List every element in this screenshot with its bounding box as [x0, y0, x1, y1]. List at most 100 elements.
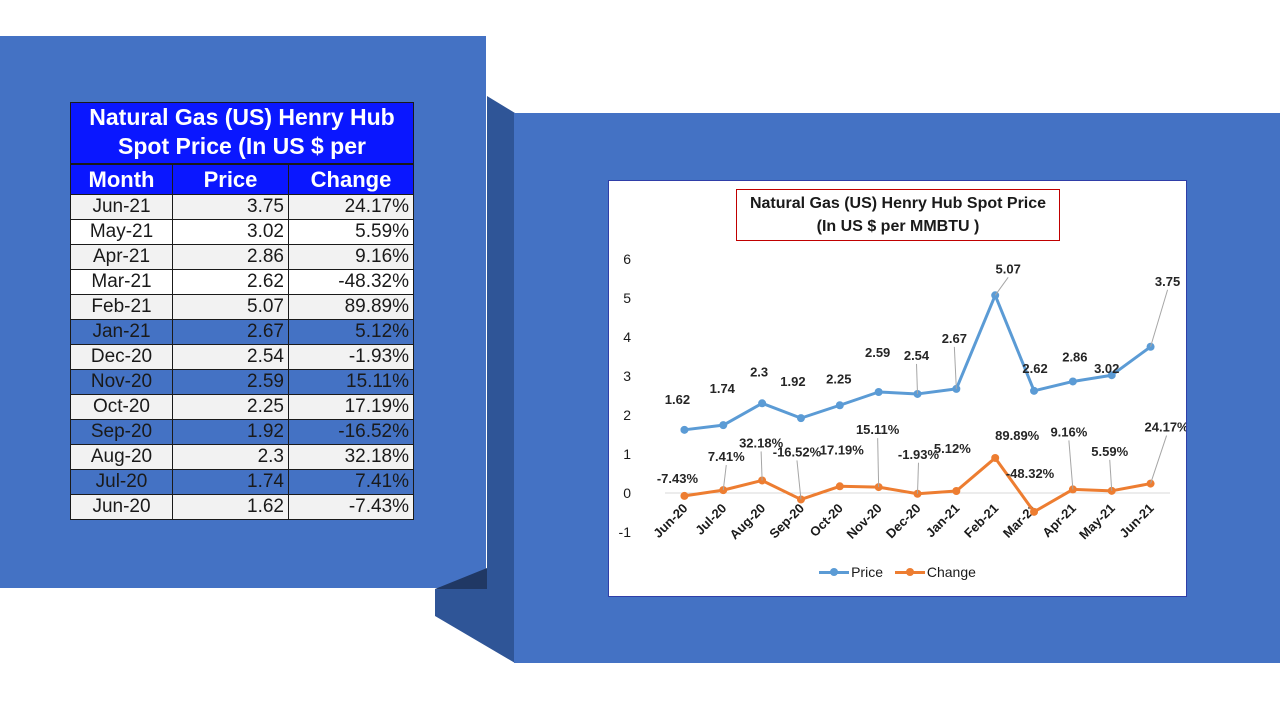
- table-body: Jun-21 3.75 24.17% May-21 3.02 5.59% Apr-21 2.8…: [70, 194, 415, 520]
- table-cell-change: -1.93%: [287, 344, 415, 370]
- table-row: Jul-20 1.74 7.41%: [70, 469, 415, 495]
- data-point-change: [1030, 507, 1039, 516]
- leader-line: [994, 276, 1009, 296]
- x-tick-label: Jul-20: [692, 501, 729, 538]
- table-cell-price: 5.07: [172, 294, 289, 320]
- table-cell-price: 2.86: [172, 244, 289, 270]
- data-point-change: [991, 453, 1000, 462]
- table-cell-month: Feb-21: [70, 294, 173, 320]
- column-header-change: Change: [287, 163, 415, 195]
- legend-item-price: Price: [819, 564, 883, 580]
- data-label-change: 9.16%: [1050, 424, 1087, 439]
- table-cell-month: Apr-21: [70, 244, 173, 270]
- data-point-price: [952, 384, 961, 393]
- leader-line: [1150, 435, 1168, 484]
- data-label-change: -16.52%: [773, 444, 822, 459]
- table-row: Oct-20 2.25 17.19%: [70, 394, 415, 420]
- table-cell-change: -7.43%: [287, 494, 415, 520]
- table-row: May-21 3.02 5.59%: [70, 219, 415, 245]
- data-label-price: 2.25: [826, 371, 851, 386]
- table-cell-change: 9.16%: [287, 244, 415, 270]
- fold-shape: [435, 96, 515, 663]
- table-cell-price: 2.62: [172, 269, 289, 295]
- data-label-price: 3.02: [1094, 361, 1119, 376]
- table-cell-month: Sep-20: [70, 419, 173, 445]
- x-tick-label: Jun-20: [650, 501, 690, 541]
- table-cell-price: 1.62: [172, 494, 289, 520]
- data-point-price: [758, 399, 767, 408]
- chart-title-line-1: Natural Gas (US) Henry Hub Spot Price: [749, 195, 1047, 212]
- data-point-change: [952, 487, 961, 496]
- data-label-price: 1.74: [710, 381, 736, 396]
- table-cell-price: 3.75: [172, 194, 289, 220]
- leader-line: [916, 363, 918, 394]
- data-label-price: 5.07: [996, 261, 1021, 276]
- table-row: Jun-20 1.62 -7.43%: [70, 494, 415, 520]
- data-label-change: 24.17%: [1145, 420, 1186, 435]
- table-row: Mar-21 2.62 -48.32%: [70, 269, 415, 295]
- x-tick-label: Nov-20: [844, 501, 885, 542]
- leader-line: [722, 465, 727, 491]
- data-label-price: 1.92: [780, 374, 805, 389]
- table-title: Natural Gas (US) Henry Hub Spot Price (I…: [69, 102, 415, 165]
- table-cell-change: 5.12%: [287, 319, 415, 345]
- x-tick-label: May-21: [1076, 501, 1118, 543]
- data-point-price: [796, 414, 805, 423]
- table-cell-change: -48.32%: [287, 269, 415, 295]
- data-point-price: [680, 425, 689, 434]
- y-tick-label: 3: [623, 368, 631, 384]
- data-point-price: [874, 387, 883, 396]
- leader-line: [917, 462, 919, 494]
- x-tick-label: Jun-21: [1116, 501, 1156, 541]
- data-label-change: -48.32%: [1006, 466, 1055, 481]
- data-label-change: 5.59%: [1091, 444, 1128, 459]
- legend-item-change: Change: [894, 564, 976, 580]
- data-label-change: 17.19%: [820, 442, 865, 457]
- data-label-change: 5.12%: [934, 441, 971, 456]
- data-label-change: 89.89%: [995, 428, 1040, 443]
- leader-line: [1109, 459, 1113, 491]
- y-tick-label: 5: [623, 290, 631, 306]
- table-row: Aug-20 2.3 32.18%: [70, 444, 415, 470]
- data-label-price: 1.62: [665, 392, 690, 407]
- leader-line: [1150, 289, 1169, 347]
- table-row: Feb-21 5.07 89.89%: [70, 294, 415, 320]
- data-point-price: [1030, 386, 1039, 395]
- x-tick-label: Sep-20: [766, 501, 807, 542]
- table-cell-price: 1.74: [172, 469, 289, 495]
- table-cell-price: 2.59: [172, 369, 289, 395]
- price-table: Natural Gas (US) Henry Hub Spot Price (I…: [69, 102, 415, 520]
- table-cell-month: May-21: [70, 219, 173, 245]
- table-cell-month: Jul-20: [70, 469, 173, 495]
- leader-line: [760, 451, 763, 481]
- data-label-price: 2.86: [1062, 349, 1087, 364]
- leader-line: [796, 460, 802, 500]
- table-cell-month: Mar-21: [70, 269, 173, 295]
- data-label-change: 7.41%: [708, 449, 745, 464]
- chart-legend: Price Change: [609, 564, 1186, 581]
- chart-container: Natural Gas (US) Henry Hub Spot Price (I…: [608, 180, 1187, 597]
- data-label-change: 32.18%: [739, 435, 784, 450]
- table-cell-change: 24.17%: [287, 194, 415, 220]
- y-tick-label: 6: [623, 251, 631, 267]
- table-cell-price: 2.3: [172, 444, 289, 470]
- table-cell-change: 7.41%: [287, 469, 415, 495]
- data-point-change: [796, 495, 805, 504]
- legend-label-change: Change: [926, 564, 976, 580]
- x-tick-label: Mar-21: [1000, 501, 1040, 541]
- legend-swatch-price: [819, 566, 850, 578]
- column-header-month: Month: [70, 163, 173, 195]
- x-tick-label: Oct-20: [807, 501, 846, 540]
- table-row: Jan-21 2.67 5.12%: [70, 319, 415, 345]
- data-label-change: -7.43%: [657, 471, 699, 486]
- table-cell-month: Oct-20: [70, 394, 173, 420]
- data-point-change: [835, 482, 844, 491]
- table-cell-price: 2.67: [172, 319, 289, 345]
- data-label-price: 2.67: [942, 331, 967, 346]
- leader-line: [1068, 440, 1074, 490]
- data-point-change: [680, 491, 689, 500]
- data-label-price: 2.62: [1022, 361, 1047, 376]
- table-cell-change: 89.89%: [287, 294, 415, 320]
- leader-line: [953, 346, 957, 389]
- table-cell-price: 1.92: [172, 419, 289, 445]
